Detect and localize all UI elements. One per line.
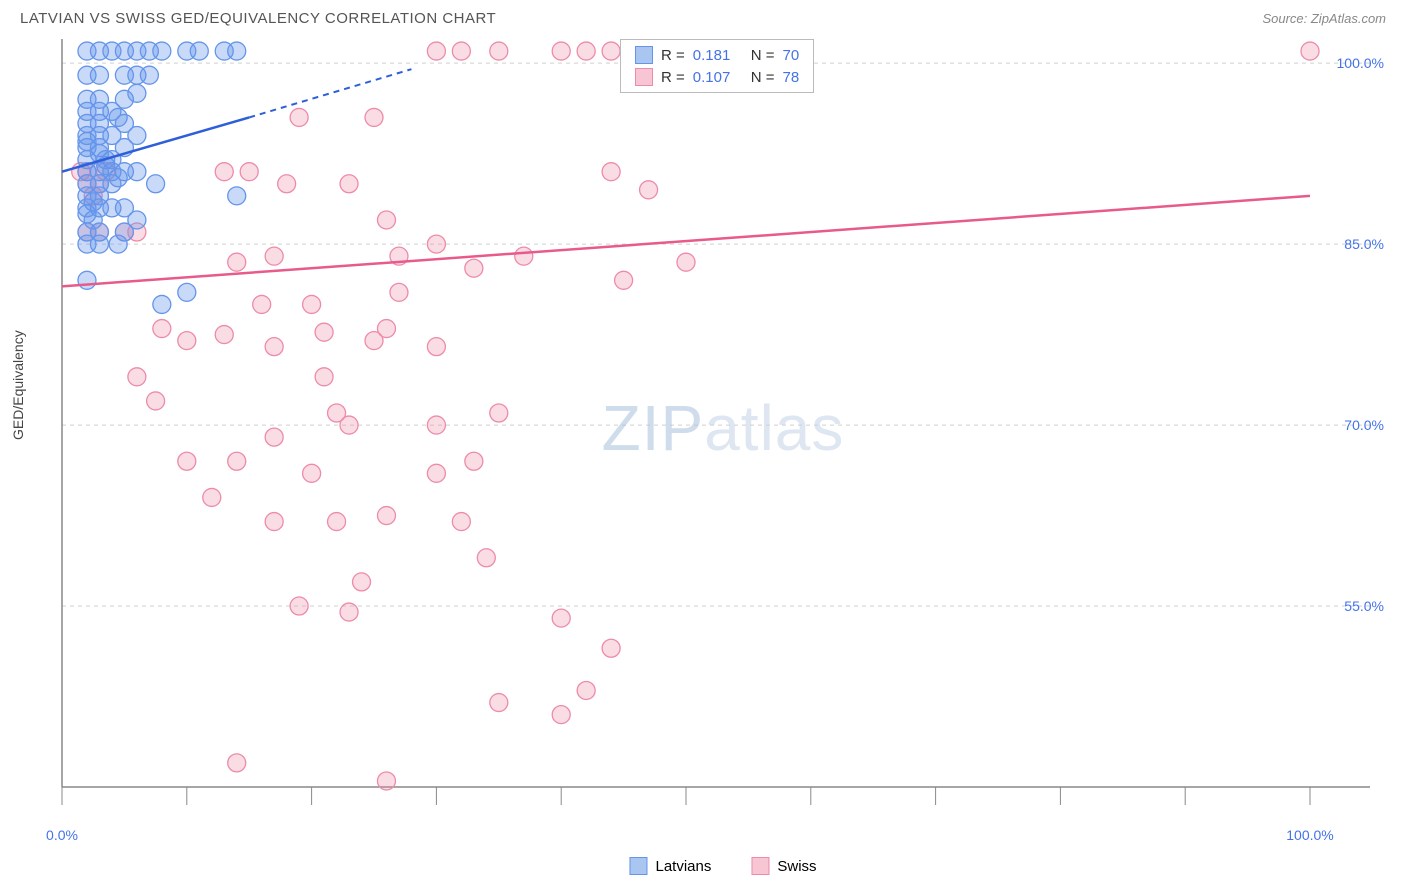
- legend-swatch: [751, 857, 769, 875]
- legend-item: Swiss: [751, 857, 816, 875]
- y-tick-label: 100.0%: [1337, 55, 1384, 71]
- correlation-legend: R = 0.181 N = 70 R = 0.107 N = 78: [620, 39, 814, 93]
- x-tick-label: 0.0%: [46, 827, 78, 843]
- n-value: 78: [783, 69, 800, 86]
- y-tick-label: 55.0%: [1344, 598, 1384, 614]
- r-label: R =: [661, 47, 685, 64]
- series-legend: Latvians Swiss: [629, 857, 816, 875]
- chart-area: 100.0%85.0%70.0%55.0%0.0%100.0%ZIPatlasR…: [60, 33, 1386, 823]
- scatter-chart: [60, 33, 1370, 823]
- legend-row: R = 0.181 N = 70: [635, 46, 799, 64]
- y-tick-label: 85.0%: [1344, 236, 1384, 252]
- legend-swatch: [635, 68, 653, 86]
- legend-label: Swiss: [777, 858, 816, 875]
- source-label: Source: ZipAtlas.com: [1262, 11, 1386, 26]
- x-tick-label: 100.0%: [1286, 827, 1333, 843]
- n-label: N =: [751, 47, 775, 64]
- n-label: N =: [751, 69, 775, 86]
- y-tick-label: 70.0%: [1344, 417, 1384, 433]
- r-value: 0.181: [693, 47, 743, 64]
- y-axis-label: GED/Equivalency: [10, 330, 26, 440]
- n-value: 70: [783, 47, 800, 64]
- legend-swatch: [629, 857, 647, 875]
- legend-row: R = 0.107 N = 78: [635, 68, 799, 86]
- chart-title: LATVIAN VS SWISS GED/EQUIVALENCY CORRELA…: [20, 10, 496, 27]
- r-label: R =: [661, 69, 685, 86]
- legend-label: Latvians: [655, 858, 711, 875]
- legend-item: Latvians: [629, 857, 711, 875]
- legend-swatch: [635, 46, 653, 64]
- r-value: 0.107: [693, 69, 743, 86]
